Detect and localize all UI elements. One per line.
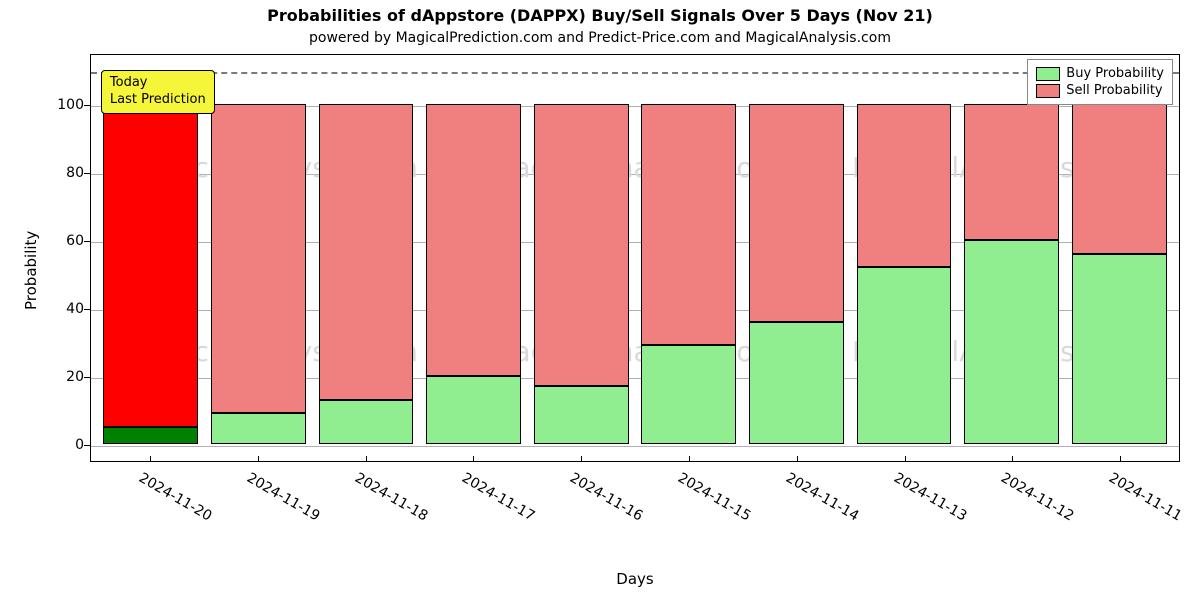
legend-swatch	[1036, 67, 1060, 81]
bar	[749, 104, 844, 444]
bars	[91, 55, 1179, 461]
chart-title: Probabilities of dAppstore (DAPPX) Buy/S…	[0, 6, 1200, 25]
buy-segment	[426, 376, 521, 444]
chart-subtitle: powered by MagicalPrediction.com and Pre…	[0, 30, 1200, 46]
bar-slot	[312, 55, 420, 461]
x-tick-mark	[1012, 456, 1013, 462]
legend-swatch	[1036, 84, 1060, 98]
x-tick-mark	[905, 456, 906, 462]
x-tick-label: 2024-11-20	[136, 470, 214, 525]
x-tick-mark	[366, 456, 367, 462]
bar	[964, 104, 1059, 444]
bar	[534, 104, 629, 444]
sell-segment	[641, 104, 736, 345]
sell-segment	[749, 104, 844, 322]
sell-segment	[211, 104, 306, 413]
buy-segment	[534, 386, 629, 444]
legend-label: Sell Probability	[1066, 83, 1162, 98]
bar-slot	[420, 55, 528, 461]
x-tick-mark	[689, 456, 690, 462]
bar-slot	[205, 55, 313, 461]
y-tick-label: 0	[75, 437, 84, 453]
x-tick-label: 2024-11-14	[783, 470, 861, 525]
buy-segment	[964, 240, 1059, 444]
bar-slot	[743, 55, 851, 461]
sell-segment	[1072, 104, 1167, 254]
y-tick-label: 60	[66, 233, 84, 249]
bar	[426, 104, 521, 444]
sell-segment	[857, 104, 952, 267]
buy-segment	[1072, 254, 1167, 444]
sell-segment	[103, 104, 198, 427]
buy-segment	[103, 427, 198, 444]
y-tick-label: 20	[66, 369, 84, 385]
y-tick-label: 100	[57, 97, 84, 113]
buy-segment	[641, 345, 736, 444]
x-tick-label: 2024-11-11	[1106, 470, 1184, 525]
today-callout: Today Last Prediction	[101, 70, 215, 114]
x-tick-mark	[797, 456, 798, 462]
sell-segment	[426, 104, 521, 376]
x-axis-label: Days	[90, 570, 1180, 588]
bar-slot	[527, 55, 635, 461]
bar-slot	[850, 55, 958, 461]
callout-line2: Last Prediction	[110, 92, 206, 109]
x-tick-mark	[150, 456, 151, 462]
x-tick-mark	[473, 456, 474, 462]
x-tick-label: 2024-11-13	[891, 470, 969, 525]
x-tick-label: 2024-11-17	[459, 470, 537, 525]
buy-segment	[857, 267, 952, 444]
buy-segment	[319, 400, 414, 444]
x-tick-label: 2024-11-16	[567, 470, 645, 525]
x-tick-mark	[258, 456, 259, 462]
bar-slot	[958, 55, 1066, 461]
callout-line1: Today	[110, 75, 206, 92]
y-axis: 0 20 40 60 80 100	[0, 54, 90, 462]
legend-item: Sell Probability	[1036, 83, 1164, 98]
y-tick-label: 80	[66, 165, 84, 181]
x-axis-ticks: 2024-11-20 2024-11-19 2024-11-18 2024-11-17…	[90, 462, 1180, 562]
plot-area: MagicalAnalysis.comMagicalAnalysis.comMa…	[90, 54, 1180, 462]
sell-segment	[964, 104, 1059, 240]
x-tick-label: 2024-11-19	[244, 470, 322, 525]
bar	[319, 104, 414, 444]
bar	[103, 104, 198, 444]
bar	[641, 104, 736, 444]
x-tick-label: 2024-11-18	[352, 470, 430, 525]
bar-slot	[1065, 55, 1173, 461]
bar	[1072, 104, 1167, 444]
sell-segment	[319, 104, 414, 400]
bar	[857, 104, 952, 444]
x-tick-mark	[1120, 456, 1121, 462]
x-tick-label: 2024-11-12	[998, 470, 1076, 525]
legend-label: Buy Probability	[1066, 66, 1164, 81]
chart-container: Probabilities of dAppstore (DAPPX) Buy/S…	[0, 0, 1200, 600]
buy-segment	[749, 322, 844, 444]
bar-slot	[97, 55, 205, 461]
bar	[211, 104, 306, 444]
y-tick-label: 40	[66, 301, 84, 317]
legend: Buy Probability Sell Probability	[1027, 59, 1173, 105]
sell-segment	[534, 104, 629, 386]
x-tick-label: 2024-11-15	[675, 470, 753, 525]
legend-item: Buy Probability	[1036, 66, 1164, 81]
bar-slot	[635, 55, 743, 461]
buy-segment	[211, 413, 306, 444]
x-tick-mark	[581, 456, 582, 462]
